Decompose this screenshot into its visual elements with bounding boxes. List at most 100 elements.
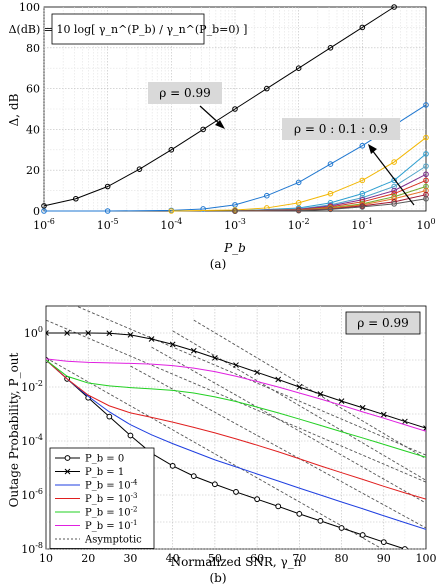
data-point-a <box>423 171 429 178</box>
data-point-b <box>106 330 113 337</box>
x-tick-label-b: 60 <box>250 552 264 565</box>
data-point-b <box>317 391 324 397</box>
data-point-a <box>104 183 111 190</box>
data-point-b <box>46 330 49 336</box>
asymptote-line <box>46 357 384 549</box>
data-point-a <box>73 195 79 202</box>
rho-range-label: ρ = 0 : 0.1 : 0.9 <box>294 122 388 136</box>
data-point-a <box>295 179 302 186</box>
data-point-b <box>275 503 282 510</box>
legend-marker <box>64 455 71 461</box>
panel-label-a: (a) <box>210 257 227 271</box>
ticks-b: 10 20 30 40 50 60 70 80 90 100 10-8 10-6 10-4 10-2 100 <box>21 325 436 565</box>
x-tick-label-a: 10-1 <box>351 217 373 232</box>
formula-box <box>51 13 205 45</box>
y-tick-label-b: 100 <box>24 325 43 340</box>
ticks-a: 10-6 10-5 10-4 10-3 10-2 10-1 100 0 20 40 60 80 100 <box>19 1 436 232</box>
data-point-b <box>254 496 261 503</box>
series-line-a <box>171 137 427 212</box>
y-tick-label-a: 60 <box>26 83 40 96</box>
asymptote-line <box>193 319 426 460</box>
asymptote-line <box>151 346 426 504</box>
series-line-a <box>43 6 395 207</box>
y-tick-label-b: 10-4 <box>21 433 43 448</box>
y-axis-label-b: Outage Probability, P_out <box>7 352 21 507</box>
x-tick-label-a: 100 <box>416 217 435 232</box>
data-point-a <box>327 190 334 197</box>
x-tick-label-b: 50 <box>208 552 222 565</box>
data-point-b <box>296 384 303 390</box>
data-point-a <box>359 204 366 210</box>
asymptote-line <box>130 365 426 529</box>
data-point-b <box>296 510 303 517</box>
series-line-a <box>234 153 427 212</box>
data-point-b <box>190 473 197 480</box>
series-line-a <box>234 198 427 212</box>
legend-label: P_b = 10-4 <box>85 479 138 492</box>
asymptote-line <box>172 330 426 481</box>
data-point-b <box>211 481 218 488</box>
data-point-b <box>127 332 134 338</box>
data-point-b <box>401 546 408 549</box>
x-tick-label-b: 40 <box>166 552 180 565</box>
x-tick-label-a: 10-4 <box>160 217 182 232</box>
series-line-b <box>46 358 426 432</box>
rho-label-b: ρ = 0.99 <box>357 316 408 330</box>
legend-label: P_b = 1 <box>85 467 124 478</box>
x-tick-label-a: 10-5 <box>97 217 119 232</box>
legend-label: Asymptotic <box>84 535 142 546</box>
data-point-a <box>391 187 397 194</box>
data-point-a <box>391 201 397 207</box>
panel-label-b: (b) <box>209 571 226 585</box>
chart-panel-b: 10 20 30 40 50 60 70 80 90 100 10-8 10-6 10-4 10-2 100… <box>7 305 436 585</box>
data-point-b <box>190 347 197 354</box>
chart-panel-a: 10-6 10-5 10-4 10-3 10-2 10-1 100020406080100 … <box>7 1 436 271</box>
data-point-b <box>106 413 113 420</box>
y-tick-label-b: 10-6 <box>21 487 43 502</box>
data-point-b <box>359 404 366 411</box>
y-axis-label-a: Δ, dB <box>7 93 21 126</box>
rho-high-arrowhead <box>215 120 225 129</box>
data-point-a <box>41 208 47 214</box>
data-point-a <box>136 166 143 172</box>
data-point-a <box>327 161 334 167</box>
x-tick-label-b: 30 <box>123 552 137 565</box>
y-tick-label-b: 10-8 <box>21 541 43 556</box>
data-point-a <box>168 208 175 214</box>
data-point-a <box>391 4 397 10</box>
data-point-a <box>391 195 397 202</box>
data-point-a <box>359 142 366 149</box>
series-group-b <box>46 306 426 549</box>
legend-label: P_b = 10-3 <box>85 492 137 505</box>
x-tick-label-b: 100 <box>416 552 436 565</box>
data-point-b <box>233 489 239 495</box>
rho-range-arrowhead <box>368 144 377 154</box>
rho-range-box <box>282 118 400 140</box>
data-point-a <box>423 195 429 202</box>
y-tick-label-a: 100 <box>19 1 40 14</box>
data-point-a <box>359 177 366 184</box>
formula-text: Δ(dB) = 10 log[ γ_n^(P_b) / γ_n^(P_b=0) … <box>9 23 248 36</box>
y-tick-label-b: 10-2 <box>21 379 43 394</box>
y-tick-label-a: 80 <box>26 42 40 55</box>
x-axis-label-b: Normalized SNR, γ_n <box>171 555 302 569</box>
data-point-b <box>338 398 345 404</box>
data-point-b <box>148 336 155 342</box>
legend-label: P_b = 10-2 <box>85 506 137 519</box>
data-point-a <box>423 183 429 190</box>
y-tick-label-a: 40 <box>26 123 40 136</box>
data-point-a <box>327 206 334 213</box>
data-point-a <box>41 203 47 209</box>
data-point-b <box>233 362 239 368</box>
data-point-a <box>423 163 429 169</box>
asymptote-line <box>75 306 426 456</box>
data-point-a <box>359 24 366 31</box>
data-point-a <box>391 183 397 190</box>
data-point-b <box>338 525 345 531</box>
data-point-a <box>359 190 366 197</box>
data-point-b <box>127 432 134 439</box>
data-point-b <box>380 539 387 546</box>
data-point-a <box>391 159 397 165</box>
legend-b: P_b = 0P_b = 1P_b = 10-4P_b = 10-3P_b = … <box>49 447 155 549</box>
rho-box-b <box>345 311 421 335</box>
